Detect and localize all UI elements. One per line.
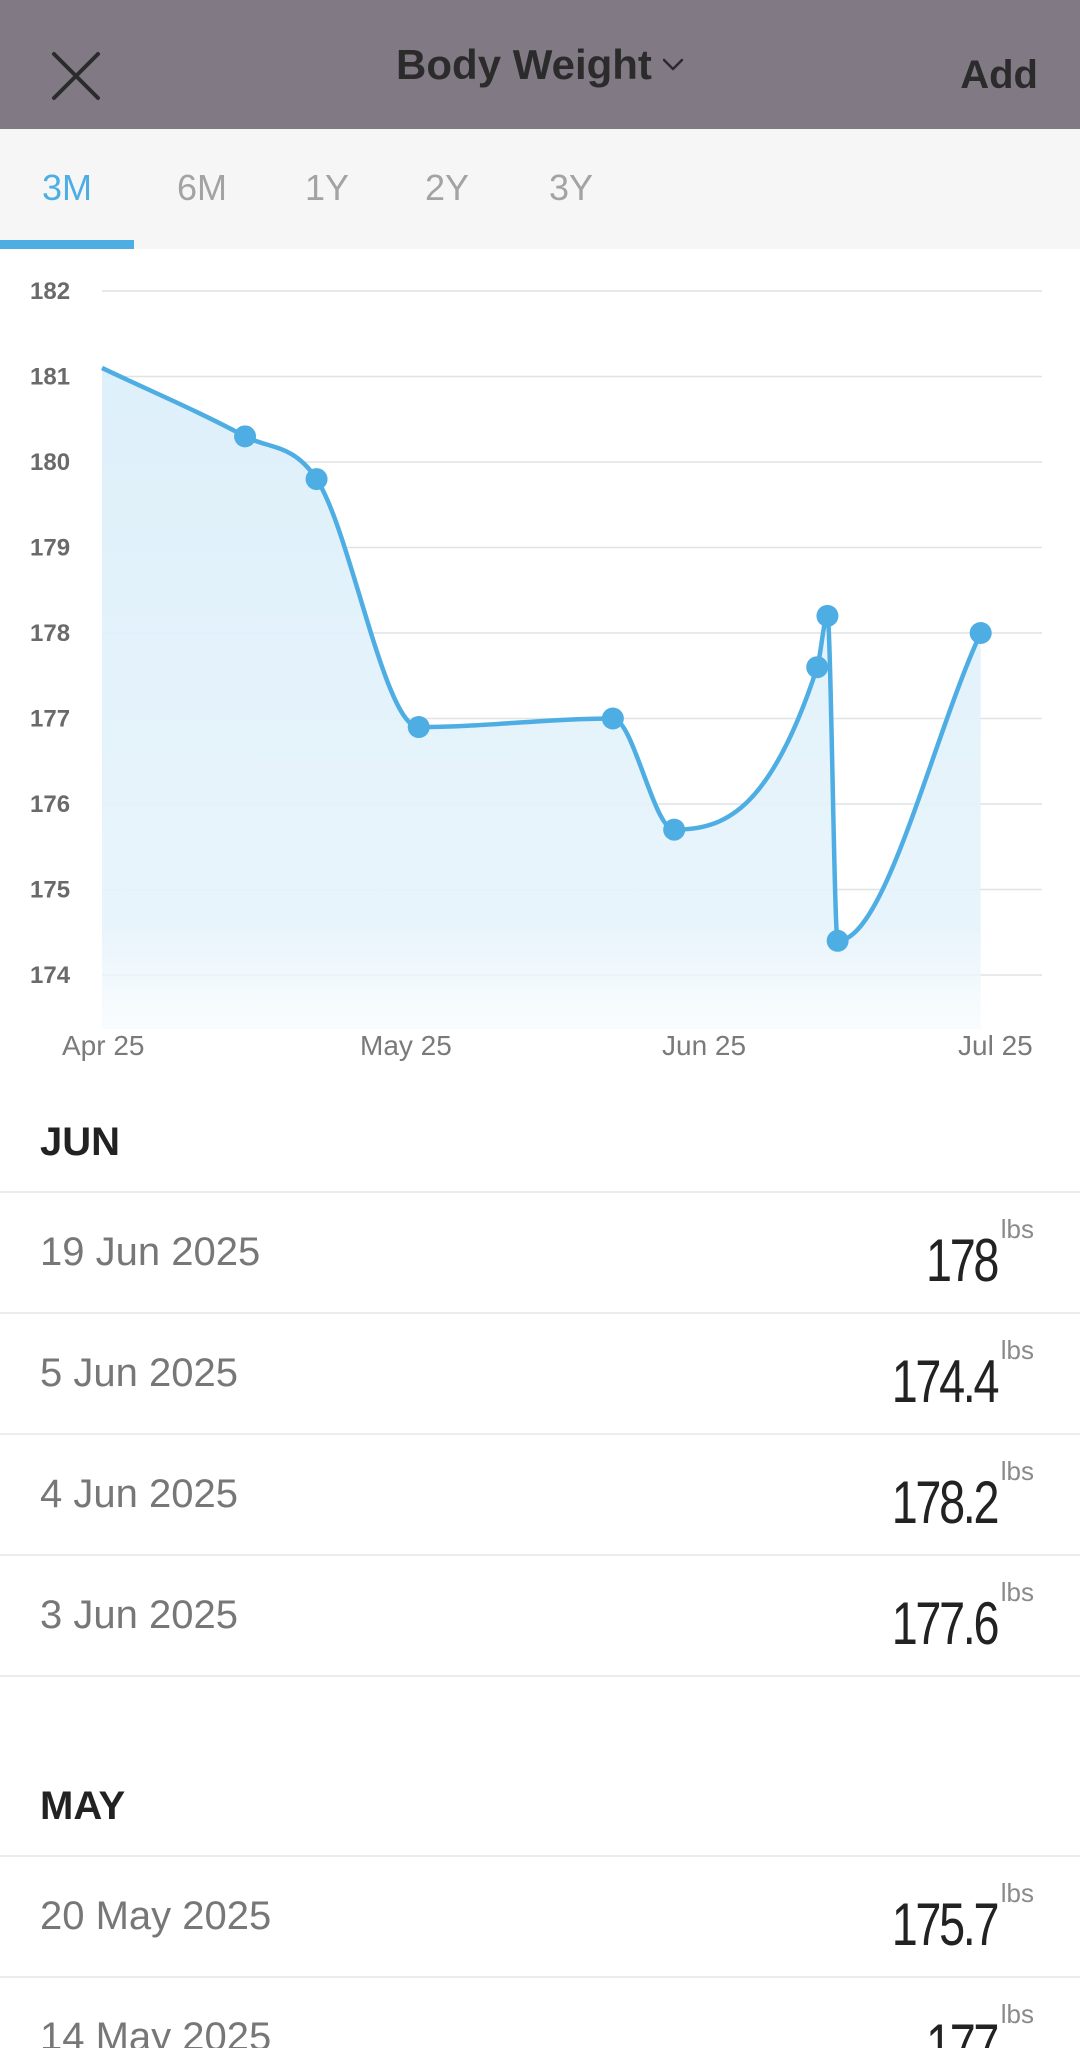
y-tick-label: 176 xyxy=(30,791,70,818)
entry-unit: lbs xyxy=(1000,1577,1034,1607)
x-tick-label: Apr 25 xyxy=(62,1030,145,1061)
entry-date: 14 May 2025 xyxy=(40,2015,272,2048)
entry-value: 177 lbs xyxy=(906,1995,1034,2048)
entry-weight: 178.2 xyxy=(891,1469,999,1536)
log-entry[interactable]: 14 May 2025 177 lbs xyxy=(0,1978,1080,2048)
data-point[interactable] xyxy=(663,818,686,841)
entry-unit: lbs xyxy=(1000,1999,1034,2029)
active-tab-indicator xyxy=(0,240,134,249)
data-point[interactable] xyxy=(234,425,257,448)
log-entry[interactable]: 5 Jun 2025 174.4 lbs xyxy=(0,1314,1080,1435)
data-point[interactable] xyxy=(969,622,992,644)
data-point[interactable] xyxy=(407,716,430,739)
tab-1y[interactable]: 1Y xyxy=(304,167,350,208)
month-header-jun: JUN xyxy=(0,1085,1080,1193)
y-tick-label: 181 xyxy=(30,364,70,391)
tab-3y[interactable]: 3Y xyxy=(548,167,594,208)
log-entry[interactable]: 19 Jun 2025 178 lbs xyxy=(0,1193,1080,1314)
data-point[interactable] xyxy=(826,929,849,952)
tab-3m[interactable]: 3M xyxy=(41,167,92,208)
entry-value: 175.7 lbs xyxy=(862,1874,1034,1959)
weight-chart: 182 181 180 179 178 177 176 175 174 Apr 25 May 25… xyxy=(0,249,1080,1079)
chevron-down-icon xyxy=(662,58,684,70)
entry-value: 178.2 lbs xyxy=(862,1452,1034,1537)
x-tick-label: Jul 25 xyxy=(958,1030,1033,1061)
data-point[interactable] xyxy=(601,707,624,730)
tab-2y[interactable]: 2Y xyxy=(424,167,470,208)
weight-log: JUN 19 Jun 2025 178 lbs 5 Jun 2025 174.4… xyxy=(0,1085,1080,2048)
series-area xyxy=(102,367,981,1029)
page-title: Body Weight xyxy=(396,40,652,88)
data-point[interactable] xyxy=(305,468,328,491)
close-button[interactable] xyxy=(40,40,112,112)
x-tick-label: May 25 xyxy=(360,1030,452,1061)
y-tick-label: 174 xyxy=(30,962,71,989)
y-tick-label: 182 xyxy=(30,278,70,305)
y-tick-label: 179 xyxy=(30,535,70,562)
top-bar: Body Weight Add xyxy=(0,0,1080,129)
close-icon xyxy=(52,52,100,100)
x-tick-label: Jun 25 xyxy=(662,1030,746,1061)
range-tabs: 3M 6M 1Y 2Y 3Y xyxy=(0,129,1080,249)
y-tick-label: 175 xyxy=(30,877,70,904)
log-entry[interactable]: 3 Jun 2025 177.6 lbs xyxy=(0,1556,1080,1677)
log-entry[interactable]: 20 May 2025 175.7 lbs xyxy=(0,1857,1080,1978)
entry-unit: lbs xyxy=(1000,1456,1034,1486)
entry-weight: 177 xyxy=(925,2012,999,2048)
y-tick-label: 178 xyxy=(30,620,70,647)
entry-weight: 175.7 xyxy=(891,1891,999,1958)
entry-date: 20 May 2025 xyxy=(40,1894,272,1938)
entry-date: 5 Jun 2025 xyxy=(40,1351,238,1395)
entry-date: 4 Jun 2025 xyxy=(40,1472,238,1516)
entry-unit: lbs xyxy=(1000,1335,1034,1365)
log-entry[interactable]: 4 Jun 2025 178.2 lbs xyxy=(0,1435,1080,1556)
entry-value: 178 lbs xyxy=(906,1210,1034,1295)
entry-value: 177.6 lbs xyxy=(862,1573,1034,1658)
entry-unit: lbs xyxy=(1000,1878,1034,1908)
tab-6m[interactable]: 6M xyxy=(176,167,227,208)
entry-value: 174.4 lbs xyxy=(862,1331,1034,1416)
entry-date: 3 Jun 2025 xyxy=(40,1593,238,1637)
entry-unit: lbs xyxy=(1000,1214,1034,1244)
metric-selector[interactable]: Body Weight xyxy=(396,41,684,89)
y-tick-label: 180 xyxy=(30,449,70,476)
entry-date: 19 Jun 2025 xyxy=(40,1230,261,1274)
data-point[interactable] xyxy=(806,656,829,679)
entry-weight: 177.6 xyxy=(891,1590,999,1657)
entry-weight: 174.4 xyxy=(891,1348,999,1415)
month-header-may: MAY xyxy=(0,1677,1080,1857)
add-button[interactable]: Add xyxy=(960,53,1038,97)
entry-weight: 178 xyxy=(925,1227,999,1294)
data-point[interactable] xyxy=(816,604,839,627)
y-tick-label: 177 xyxy=(30,706,70,733)
